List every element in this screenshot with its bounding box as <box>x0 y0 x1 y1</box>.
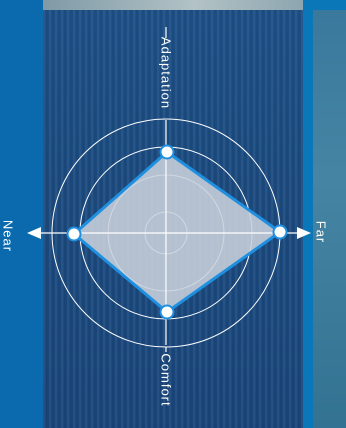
comfort-label: Comfort <box>158 353 174 407</box>
adaptation-label: Adaptation <box>158 36 174 110</box>
left-panel <box>0 0 43 428</box>
arrow-right-icon <box>297 227 311 239</box>
vertex-near <box>66 226 82 242</box>
vertex-comfort <box>159 304 175 320</box>
right-photo-strip <box>313 10 346 428</box>
background-top-strip <box>43 0 346 10</box>
near-label: Near <box>0 219 16 253</box>
profile-polygon <box>71 150 283 314</box>
vertex-adaptation <box>159 144 175 160</box>
vertex-far <box>272 224 288 240</box>
far-label: Far <box>313 220 329 244</box>
arrow-left-icon <box>27 227 41 239</box>
